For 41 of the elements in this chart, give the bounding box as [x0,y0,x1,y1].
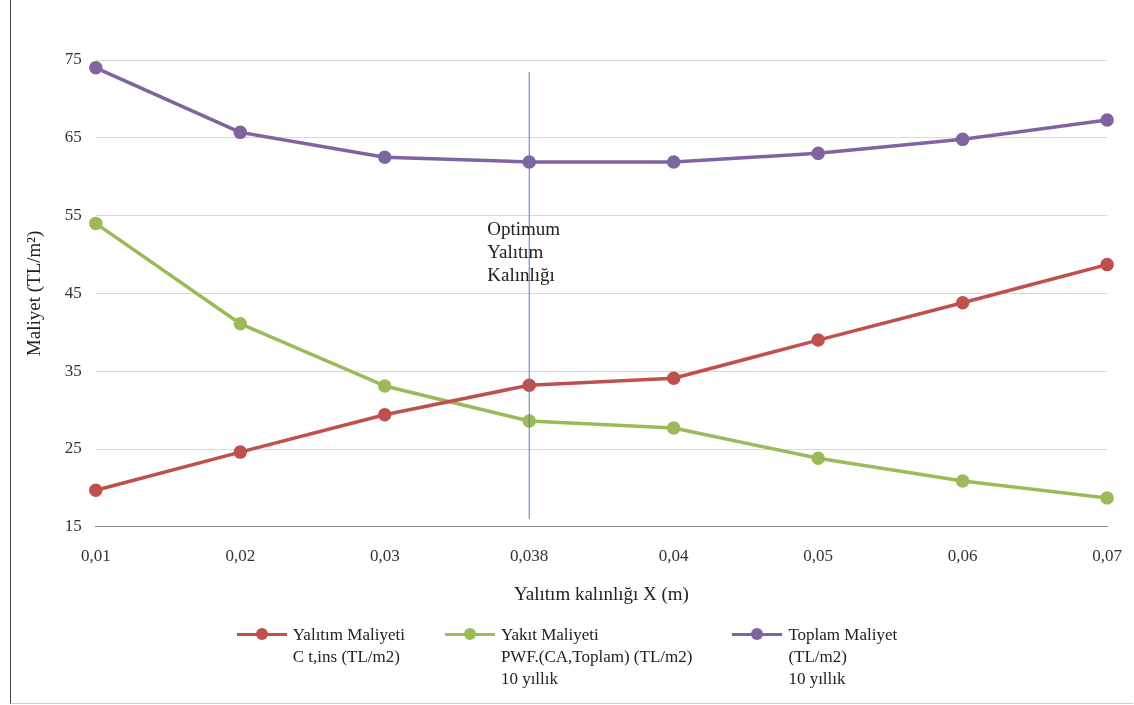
y-tick-label: 25 [64,438,82,458]
point [89,61,103,75]
point [378,150,392,164]
x-tick-label: 0,06 [947,546,978,566]
y-tick-label: 45 [64,282,82,302]
y-tick-label: 35 [64,360,82,380]
point [378,379,392,393]
point [666,421,681,435]
y-tick-label: 55 [64,205,82,225]
point [1100,113,1114,127]
legend-label: Yakıt Maliyeti PWF.(CA,Toplam) (TL/m2) 10 yıllık [500,624,693,690]
point [89,483,103,497]
point [233,445,248,459]
x-tick-label: 0,07 [1092,546,1123,566]
x-tick-label: 0,01 [80,546,111,566]
point [1100,491,1114,505]
x-tick-label: 0,02 [225,546,256,566]
point [955,295,970,310]
point [955,474,970,488]
point [89,216,103,231]
point [666,371,681,385]
legend-label: Toplam Maliyet (TL/m2) 10 yıllık [788,624,898,690]
x-tick-label: 0,038 [510,546,549,566]
point [811,451,825,466]
x-tick-label: 0,04 [658,546,690,566]
y-tick-label: 75 [64,49,82,69]
x-tick-label: 0,05 [803,546,834,566]
point [811,146,825,161]
point [955,132,970,147]
point [1100,257,1114,272]
y-tick-label: 65 [64,127,82,147]
y-axis-title: Maliyet (TL/m²) [23,230,46,357]
x-axis-title: Yalıtım kalınlığı X (m) [514,582,689,605]
point [811,333,825,347]
legend-label: Yalıtım Maliyeti C t,ins (TL/m2) [292,624,405,668]
point [378,408,392,422]
y-tick-label: 15 [64,516,82,536]
point [666,155,681,169]
point [233,316,248,331]
point [233,125,248,140]
x-tick-label: 0,03 [369,546,400,566]
